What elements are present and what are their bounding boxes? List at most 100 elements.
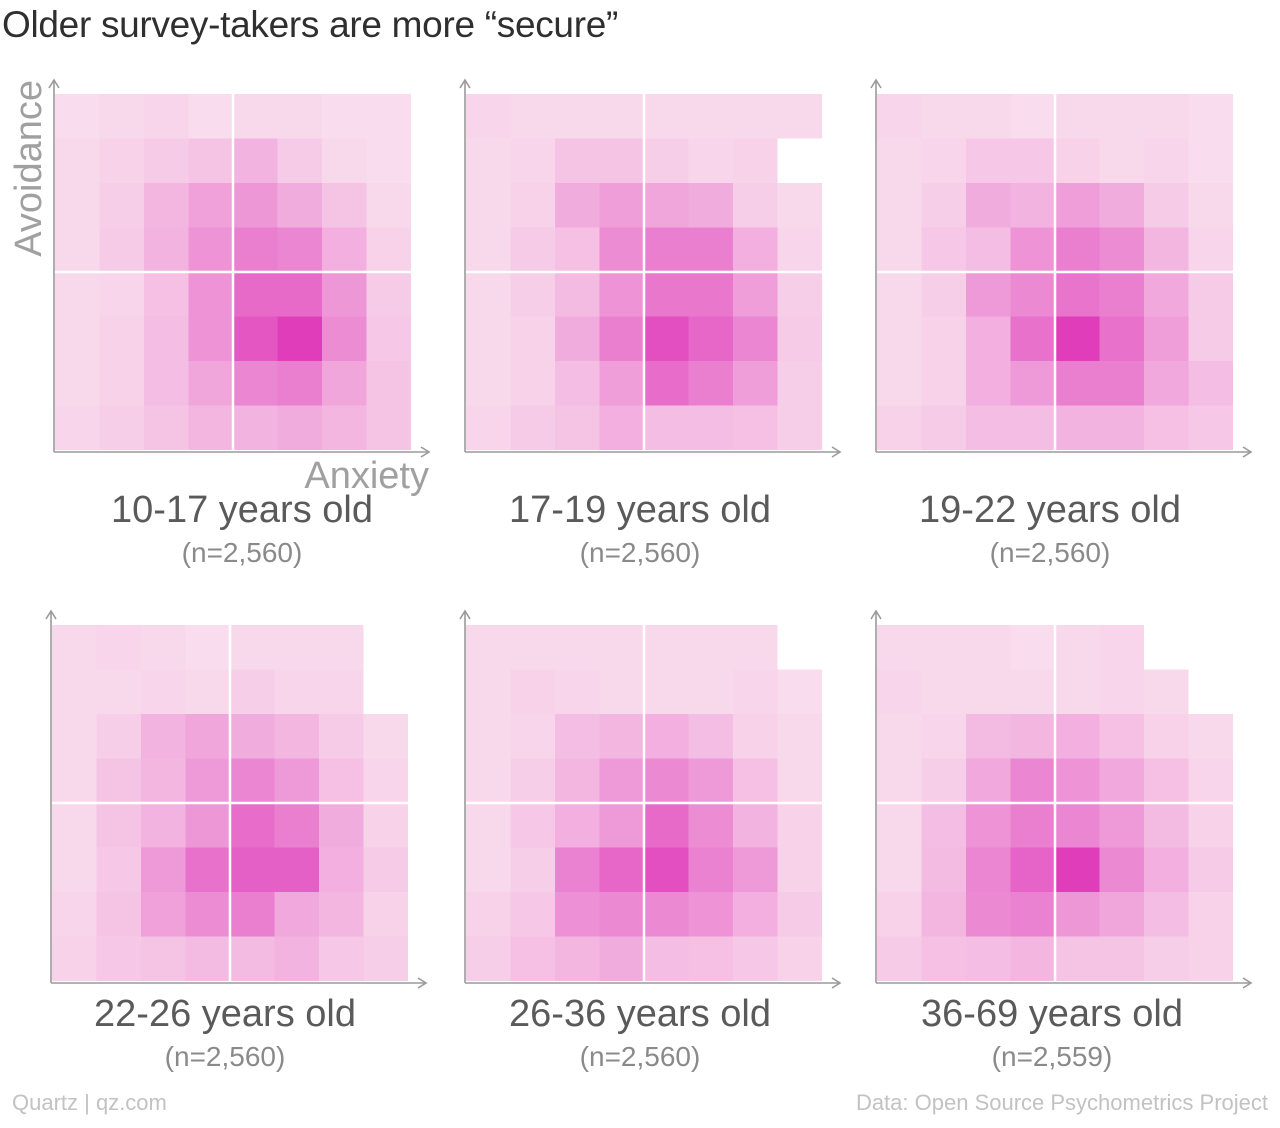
heatmap-cell (1144, 936, 1189, 981)
heatmap-cell (233, 361, 278, 406)
heatmap-cell (144, 272, 189, 317)
heatmap-cell (510, 316, 555, 361)
heatmap-cell (466, 361, 511, 406)
heatmap-cell (599, 803, 644, 848)
heatmap-cell (1144, 227, 1189, 272)
heatmap-cell (1010, 183, 1055, 228)
heatmap-cell (1144, 361, 1189, 406)
heatmap-cell (555, 892, 600, 937)
heatmap-cell (877, 669, 922, 714)
heatmap-cell (921, 94, 966, 139)
heatmap-cell (1055, 892, 1100, 937)
heatmap-cell (1010, 94, 1055, 139)
heatmap-cell (1055, 758, 1100, 803)
heatmap-cell (233, 405, 278, 450)
heatmap-cell (96, 714, 141, 759)
heatmap-cell (733, 758, 778, 803)
heatmap-cell (555, 94, 600, 139)
heatmap-cell (55, 183, 100, 228)
heatmap-cell (1188, 758, 1233, 803)
heatmap-cell (555, 138, 600, 183)
heatmap-cell (1055, 94, 1100, 139)
heatmap-cell (966, 361, 1011, 406)
heatmap-cell (96, 803, 141, 848)
source-credit: Quartz | qz.com (12, 1090, 167, 1115)
heatmap-cell (599, 138, 644, 183)
heatmap-cell (877, 94, 922, 139)
heatmap-cell (319, 625, 364, 670)
heatmap-cell (1188, 847, 1233, 892)
heatmap-cell (1010, 227, 1055, 272)
heatmap-cell (466, 847, 511, 892)
heatmap-cell (230, 803, 275, 848)
heatmap-cell (233, 227, 278, 272)
heatmap-cell (777, 803, 822, 848)
heatmap-cell (366, 405, 411, 450)
heatmap-cell (777, 714, 822, 759)
heatmap-cell (510, 94, 555, 139)
heatmap-cell (230, 892, 275, 937)
heatmap-cell (233, 272, 278, 317)
heatmap-cell (144, 405, 189, 450)
heatmap-cell (96, 847, 141, 892)
heatmap-cell (322, 138, 367, 183)
heatmap-cell (1055, 625, 1100, 670)
heatmap-cell (733, 361, 778, 406)
heatmap-cell (141, 758, 186, 803)
heatmap-cell (877, 847, 922, 892)
heatmap-cell (921, 714, 966, 759)
heatmap-cell (1188, 183, 1233, 228)
heatmap-cell (1010, 936, 1055, 981)
heatmap-cell (188, 183, 233, 228)
heatmap-cell (1099, 714, 1144, 759)
heatmap-cell (510, 227, 555, 272)
heatmap-cell (277, 361, 322, 406)
heatmap-cell (1010, 405, 1055, 450)
heatmap-cell (877, 936, 922, 981)
heatmap-cell (921, 361, 966, 406)
heatmap-cell (644, 758, 689, 803)
heatmap-cell (233, 183, 278, 228)
heatmap-cell (733, 714, 778, 759)
heatmap-cell (277, 183, 322, 228)
heatmap-cell (644, 138, 689, 183)
heatmap-cell (233, 316, 278, 361)
heatmap-cell (363, 803, 408, 848)
heatmap-cell (1188, 714, 1233, 759)
heatmap-cell (185, 936, 230, 981)
heatmap-cell (1055, 803, 1100, 848)
heatmap-cell (52, 758, 97, 803)
heatmap-cell (877, 272, 922, 317)
heatmap-cell (319, 892, 364, 937)
heatmap-cell (363, 758, 408, 803)
heatmap-cell (966, 758, 1011, 803)
heatmap-cell (921, 758, 966, 803)
heatmap-cell (688, 803, 733, 848)
heatmap-cell (733, 892, 778, 937)
heatmap-cell (319, 847, 364, 892)
heatmap-cell (688, 272, 733, 317)
heatmap-cell (966, 936, 1011, 981)
heatmap-cell (230, 669, 275, 714)
heatmap-cell (144, 316, 189, 361)
heatmap-cell (1188, 94, 1233, 139)
heatmap-cell (510, 272, 555, 317)
heatmap-cell (644, 183, 689, 228)
panel-sample-size: (n=2,560) (990, 537, 1111, 568)
panel-sample-size: (n=2,560) (182, 537, 303, 568)
heatmap-cell (510, 803, 555, 848)
heatmap-cell (274, 892, 319, 937)
heatmap-cell (555, 758, 600, 803)
heatmap-cell (777, 94, 822, 139)
heatmap-cell (555, 669, 600, 714)
heatmap-cell (277, 138, 322, 183)
heatmap-cell (877, 227, 922, 272)
heatmap-cell (99, 227, 144, 272)
heatmap-cell (777, 405, 822, 450)
heatmap-cell (466, 227, 511, 272)
heatmap-cell (510, 361, 555, 406)
heatmap-cell (185, 625, 230, 670)
data-source: Data: Open Source Psychometrics Project (855, 1090, 1268, 1115)
heatmap-cell (1010, 669, 1055, 714)
